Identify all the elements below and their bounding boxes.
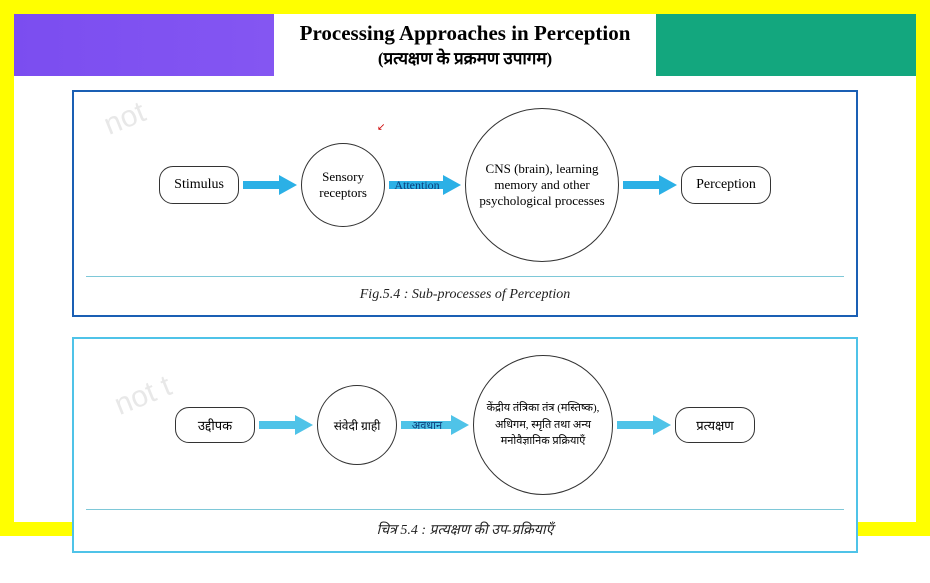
slide-frame: Processing Approaches in Perception (प्र… [0,0,930,536]
flow-row-english: not ↙ Stimulus Sensory receptors Attenti… [74,92,856,276]
node-perception-hi: प्रत्यक्षण [675,407,755,443]
arrow-icon: Attention [389,175,461,195]
node-stimulus-hi: उद्दीपक [175,407,255,443]
watermark-text: not t [110,369,177,422]
node-perception: Perception [681,166,771,204]
node-cns-hi: केंद्रीय तंत्रिका तंत्र (मस्तिष्क), अधिग… [473,355,613,495]
node-sensory-receptors-hi: संवेदी ग्राही [317,385,397,465]
arrow-icon: अवधान [401,415,469,435]
arrow-icon [617,415,671,435]
title-box: Processing Approaches in Perception (प्र… [274,14,657,76]
arrow-icon [259,415,313,435]
header-gradient-left [14,14,274,76]
title-english: Processing Approaches in Perception [300,21,631,46]
flow-row-hindi: not t उद्दीपक संवेदी ग्राही अवधान केंद्र… [74,339,856,509]
watermark-text: not [99,95,150,142]
arrow-label-text: Attention [394,178,439,192]
arrow-icon [243,175,297,195]
caption-english: Fig.5.4 : Sub-processes of Perception [74,277,856,315]
node-sensory-receptors: Sensory receptors [301,143,385,227]
header-gradient-right [656,14,916,76]
title-hindi: (प्रत्यक्षण के प्रक्रमण उपागम) [300,46,631,69]
arrow-attention: Attention [389,175,461,195]
header-bar: Processing Approaches in Perception (प्र… [14,14,916,76]
node-cns: CNS (brain), learning memory and other p… [465,108,619,262]
cursor-icon: ↙ [377,122,385,133]
caption-hindi: चित्र 5.4 : प्रत्यक्षण की उप-प्रक्रियाएँ [74,510,856,551]
arrow-label-text-hi: अवधान [412,420,443,432]
node-stimulus: Stimulus [159,166,239,204]
diagram-hindi: not t उद्दीपक संवेदी ग्राही अवधान केंद्र… [72,337,858,553]
content-area: not ↙ Stimulus Sensory receptors Attenti… [14,76,916,583]
arrow-attention-hi: अवधान [401,415,469,435]
diagram-english: not ↙ Stimulus Sensory receptors Attenti… [72,90,858,317]
arrow-icon [623,175,677,195]
